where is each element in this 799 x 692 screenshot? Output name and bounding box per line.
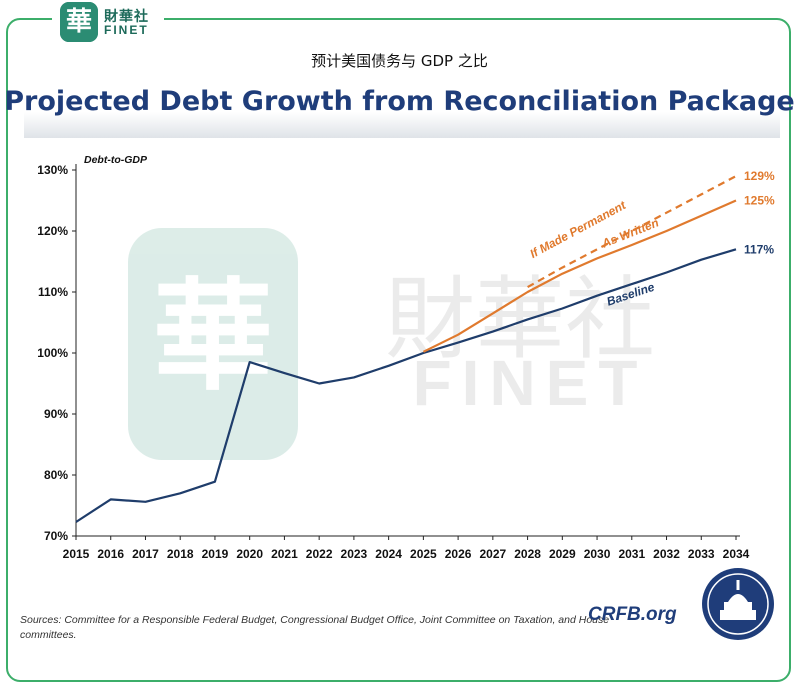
x-tick-label: 2023: [341, 547, 368, 561]
y-tick-label: 110%: [38, 285, 68, 299]
y-tick-label: 120%: [37, 224, 68, 238]
series-line-as-written: [422, 199, 737, 353]
x-tick-label: 2024: [375, 547, 402, 561]
crfb-link[interactable]: CRFB.org: [588, 604, 677, 625]
x-tick-label: 2029: [549, 547, 576, 561]
watermark-seal: [128, 228, 298, 460]
x-tick-label: 2031: [618, 547, 645, 561]
y-tick-label: 100%: [37, 346, 68, 360]
logo-seal-glyph: 華: [60, 2, 98, 42]
end-label-as-written: 125%: [744, 194, 775, 208]
logo-cn-text: 財華社: [104, 9, 149, 25]
x-tick-label: 2027: [479, 547, 506, 561]
end-label-if-made-permanent: 129%: [744, 169, 775, 183]
series-line-baseline: [75, 248, 737, 523]
chart-title: Projected Debt Growth from Reconciliatio…: [4, 86, 795, 117]
x-tick-label: 2026: [445, 547, 472, 561]
x-tick-label: 2030: [584, 547, 611, 561]
finet-logo: 財華社 華 財華社 FINET: [52, 0, 164, 44]
series-line-if-made-permanent: [527, 175, 737, 289]
finet-watermark: 華 財華社 FINET: [128, 228, 655, 460]
watermark-cn: 財華社: [385, 267, 655, 372]
x-tick-label: 2015: [63, 547, 90, 561]
x-tick-label: 2018: [167, 547, 194, 561]
x-tick-label: 2033: [688, 547, 715, 561]
title-band: [24, 80, 780, 138]
x-tick-label: 2017: [132, 547, 159, 561]
chinese-title: 预计美国债务与 GDP 之比: [311, 52, 488, 70]
axes: [72, 164, 740, 540]
capitol-seal-icon: [702, 568, 774, 640]
series-lines: [75, 175, 737, 523]
x-tick-label: 2019: [202, 547, 229, 561]
y-tick-label: 80%: [44, 468, 68, 482]
x-tick-label: 2021: [271, 547, 298, 561]
x-tick-label: 2022: [306, 547, 333, 561]
watermark-seal-glyph: 華: [153, 266, 273, 407]
end-label-baseline: 117%: [744, 242, 774, 256]
x-tick-label: 2016: [97, 547, 124, 561]
sources-note: Sources: Committee for a Responsible Fed…: [20, 614, 610, 641]
logo-en-text: FINET: [104, 23, 149, 37]
x-tick-label: 2025: [410, 547, 437, 561]
y-tick-label: 130%: [37, 163, 68, 177]
x-tick-label: 2034: [723, 547, 750, 561]
y-tick-label: 70%: [44, 529, 68, 543]
watermark-en: FINET: [413, 347, 648, 419]
y-tick-label: 90%: [44, 407, 68, 421]
x-tick-label: 2032: [653, 547, 680, 561]
y-axis-label: Debt-to-GDP: [84, 154, 148, 166]
x-tick-label: 2020: [236, 547, 263, 561]
x-tick-label: 2028: [514, 547, 541, 561]
tick-labels: 70% 80% 90% 100% 110% 120% 130% 2015 2016 2017 201…: [37, 163, 749, 561]
